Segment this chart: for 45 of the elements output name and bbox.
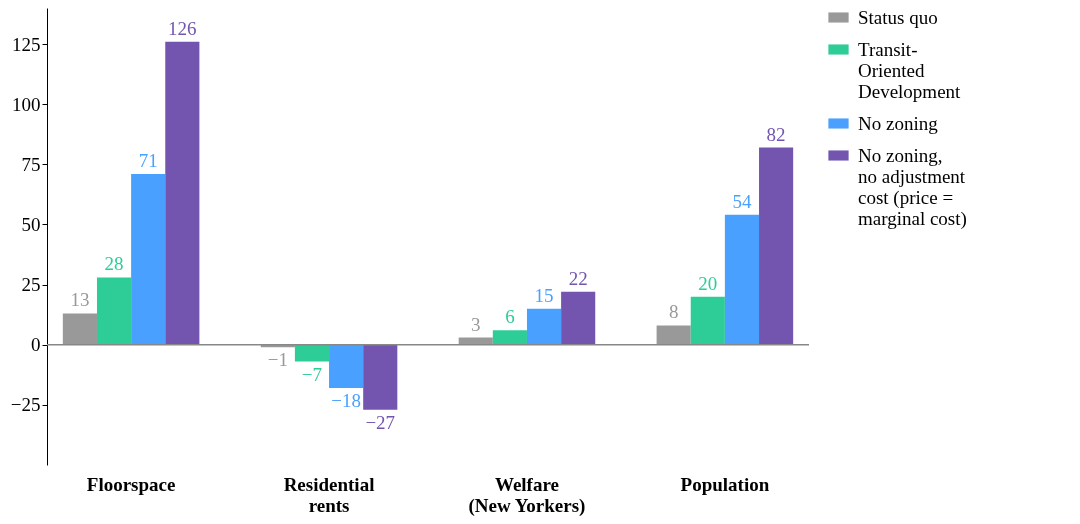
data-label: −1 (267, 349, 288, 371)
data-label: −27 (365, 411, 396, 433)
legend-label: No zoning, no adjustment cost (price = marginal cost) (858, 144, 967, 230)
y-tick-label: 125 (12, 33, 41, 55)
bar (561, 291, 596, 345)
y-tick-label: 75 (21, 153, 41, 175)
bar (62, 313, 97, 345)
x-tick-label: Welfare (New Yorkers) (468, 473, 586, 517)
y-tick-label: 0 (31, 334, 41, 356)
bar (294, 344, 330, 362)
bar (690, 296, 725, 345)
bar (96, 277, 132, 345)
data-label: 15 (534, 284, 554, 306)
y-tick-label: 50 (21, 213, 41, 235)
data-label: −7 (301, 363, 323, 385)
data-label: −18 (331, 390, 361, 412)
data-label: 13 (70, 289, 90, 311)
data-label: 8 (668, 301, 679, 323)
y-tick-label: −25 (10, 394, 41, 416)
legend-label: No zoning (858, 112, 939, 134)
bar (492, 330, 527, 345)
x-tick-label: Residential rents (283, 473, 375, 516)
bar (329, 344, 364, 389)
data-label: 20 (698, 272, 718, 294)
data-label: 6 (505, 306, 515, 328)
bar (759, 147, 794, 345)
legend-label: Transit- Oriented Development (858, 38, 962, 102)
data-label: 3 (471, 313, 481, 335)
x-tick-label: Population (680, 473, 770, 495)
y-tick-label: 25 (21, 274, 41, 296)
bar (724, 214, 760, 345)
data-label: 22 (568, 267, 588, 289)
bar (526, 308, 562, 345)
bar (363, 344, 398, 410)
data-label: 54 (732, 190, 752, 212)
data-label: 126 (168, 17, 197, 39)
legend-label: Status quo (858, 6, 938, 28)
bar (656, 325, 691, 345)
x-tick-label: Floorspace (86, 473, 176, 495)
data-label: 28 (104, 253, 124, 275)
bar (131, 173, 166, 345)
data-label: 82 (766, 123, 786, 145)
y-tick-label: 100 (12, 93, 41, 115)
bar (165, 41, 200, 345)
data-label: 71 (138, 149, 158, 171)
